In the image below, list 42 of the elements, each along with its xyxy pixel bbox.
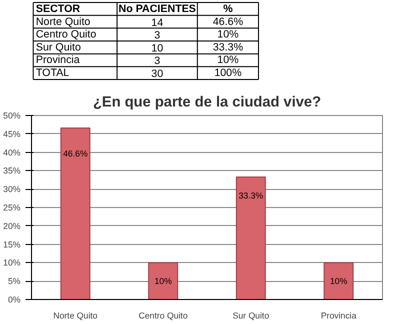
- y-tick-label: 20%: [3, 220, 21, 231]
- x-tick-label: Norte Quito: [53, 310, 98, 320]
- bar: [60, 128, 90, 300]
- category-label: Centro Quito: [36, 28, 96, 41]
- data-label: 33.3%: [212, 41, 244, 54]
- x-tick-label: Centro Quito: [138, 310, 188, 320]
- bar: [324, 262, 354, 300]
- y-tick-label: 10%: [3, 258, 21, 268]
- bar: [148, 262, 178, 300]
- data-label: 46.6%: [63, 148, 88, 159]
- data-label: 3: [154, 55, 160, 68]
- category-label: Norte Quito: [36, 16, 90, 28]
- data-label: 10%: [217, 54, 240, 66]
- data-label: 33.3%: [238, 190, 264, 200]
- category-label: Provincia: [36, 54, 80, 66]
- data-label: 14: [151, 16, 164, 29]
- text: SECTOR: [36, 2, 80, 15]
- data-label: 3: [154, 30, 160, 42]
- y-tick-label: 35%: [3, 166, 21, 176]
- data-label: 10%: [330, 276, 348, 286]
- y-tick-label: 45%: [3, 128, 21, 139]
- y-tick-label: 25%: [3, 202, 21, 212]
- data-label: 46.6%: [212, 16, 244, 28]
- data-label: 30: [151, 68, 164, 80]
- x-tick-label: Sur Quito: [232, 310, 270, 320]
- category-label: TOTAL: [36, 67, 70, 80]
- y-tick-label: 30%: [3, 184, 21, 194]
- chart-title: ¿En que parte de la ciudad vive?: [92, 94, 322, 110]
- y-tick-label: 40%: [3, 147, 21, 158]
- text: No PACIENTES: [118, 2, 196, 15]
- y-tick-label: 0%: [8, 294, 21, 304]
- text: %: [223, 2, 234, 15]
- data-label: 10: [151, 42, 164, 54]
- y-tick-label: 5%: [8, 276, 21, 286]
- y-tick-label: 15%: [3, 239, 21, 250]
- data-label: 10%: [154, 276, 172, 286]
- category-label: Sur Quito: [36, 41, 81, 54]
- bar: [236, 176, 266, 300]
- y-tick-label: 50%: [3, 110, 21, 120]
- data-label: 100%: [214, 67, 242, 80]
- x-tick-label: Provincia: [320, 310, 357, 320]
- data-label: 10%: [217, 28, 240, 41]
